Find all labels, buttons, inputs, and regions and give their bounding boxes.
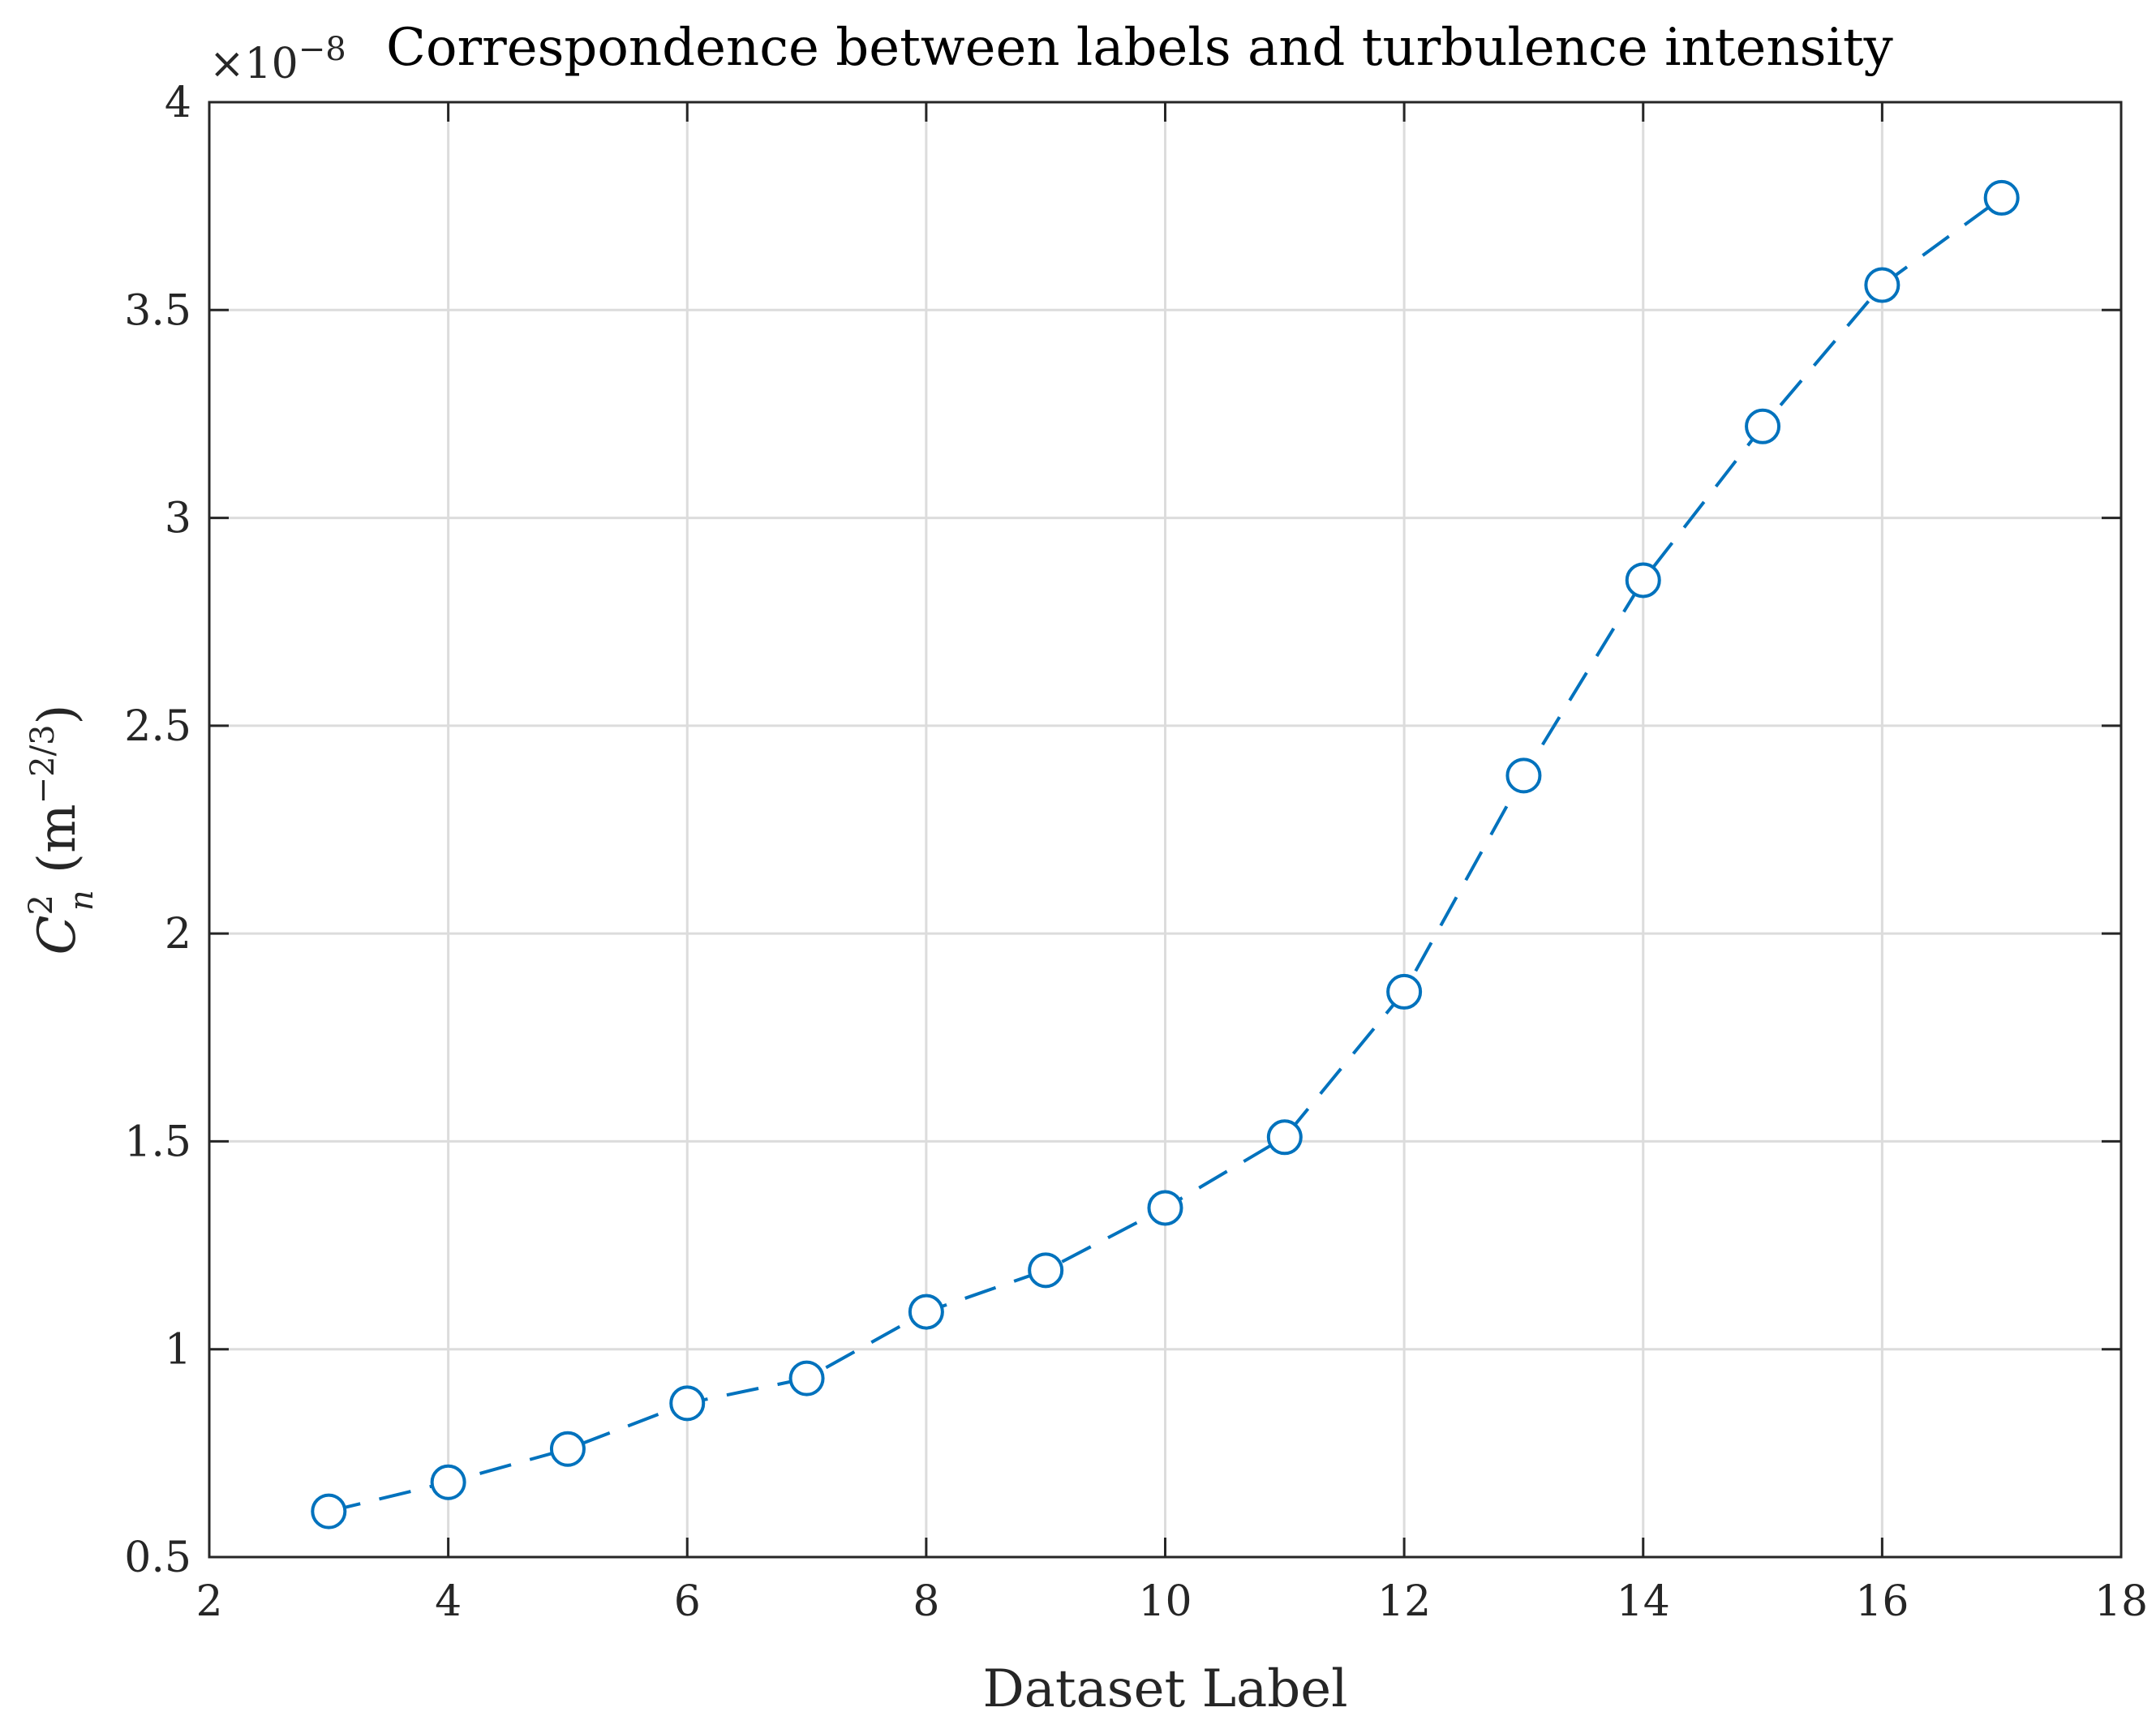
data-point-marker [549, 1431, 586, 1467]
x-tick-label: 12 [1377, 1577, 1431, 1626]
y-tick-label: 3.5 [124, 286, 191, 335]
y-label-subscript: n [63, 890, 101, 911]
x-tick-label: 16 [1855, 1577, 1909, 1626]
x-tick-label: 14 [1617, 1577, 1670, 1626]
data-point-marker [1983, 179, 2020, 216]
y-tick-label: 2 [165, 910, 191, 959]
y-tick-label: 1 [165, 1326, 191, 1375]
y-label-unit-superscript: −2/3 [24, 724, 62, 804]
series-layer [311, 179, 2020, 1530]
grid-lines [209, 102, 2121, 1557]
y-tick-label: 0.5 [124, 1534, 191, 1582]
data-point-marker [669, 1385, 706, 1422]
y-tick-label: 2.5 [124, 702, 191, 751]
y-axis-title: C2 n (m−2/3) [23, 704, 101, 955]
y-tick-label: 1.5 [124, 1118, 191, 1166]
y-axis-exponent: ×10−8 [209, 31, 346, 88]
y-label-unit-close: ) [28, 704, 88, 724]
x-axis-title: Dataset Label [982, 1659, 1347, 1719]
y-label-main: C [28, 916, 88, 955]
data-point-marker [1028, 1252, 1064, 1289]
data-point-marker [1505, 757, 1542, 794]
chart-title: Correspondence between labels and turbul… [386, 18, 1893, 78]
x-tick-label: 6 [674, 1577, 701, 1626]
data-point-marker [908, 1294, 944, 1330]
data-point-marker [1386, 973, 1423, 1010]
tick-labels: 2 4 6 8 10 12 14 16 18 0.5 1 1.5 2 2.5 3 3.5 4 [124, 79, 2148, 1626]
x-tick-label: 10 [1138, 1577, 1192, 1626]
y-exponent-prefix: ×10 [209, 40, 298, 88]
data-point-marker [311, 1493, 347, 1530]
data-point-marker [1864, 267, 1900, 303]
x-tick-label: 4 [435, 1577, 462, 1626]
data-point-marker [788, 1360, 825, 1396]
data-point-marker [1625, 562, 1661, 598]
y-exponent-power: −8 [298, 31, 346, 68]
data-point-marker [1266, 1119, 1303, 1156]
y-tick-label: 4 [165, 79, 191, 127]
y-label-unit-open: (m [28, 804, 88, 890]
x-tick-label: 18 [2094, 1577, 2148, 1626]
data-point-marker [1745, 408, 1781, 444]
data-point-marker [1147, 1190, 1183, 1226]
axis-ticks [208, 101, 2123, 1559]
data-point-marker [430, 1464, 466, 1500]
y-label-superscript: 2 [23, 895, 60, 915]
x-tick-label: 2 [195, 1577, 222, 1626]
y-tick-label: 3 [165, 495, 191, 543]
x-tick-label: 8 [913, 1577, 939, 1626]
